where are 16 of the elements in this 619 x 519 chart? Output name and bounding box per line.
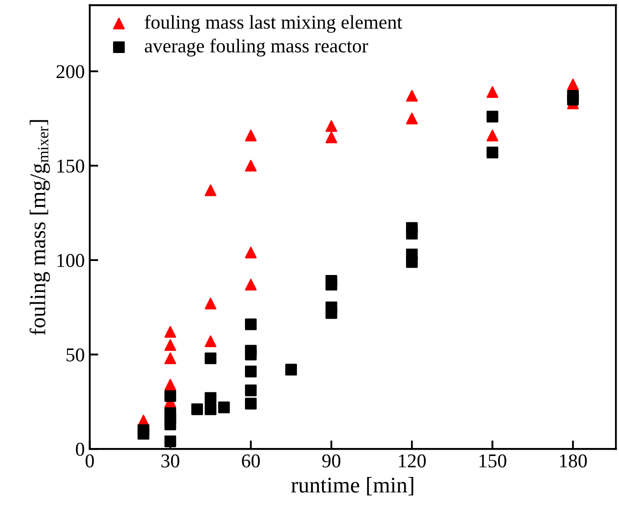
legend-label: average fouling mass reactor	[144, 38, 368, 57]
y-tick-label: 150	[57, 160, 84, 173]
y-tick-label: 100	[57, 254, 84, 268]
x-tick-label: 0	[86, 454, 94, 468]
x-tick-label: 30	[161, 454, 180, 468]
y-axis-title: fouling mass [mg/g$_{mixer}$]	[30, 120, 50, 336]
x-tick-label: 180	[560, 454, 587, 468]
x-tick-label: 120	[399, 454, 426, 468]
y-tick-label: 200	[56, 65, 84, 78]
y-tick-label: 50	[66, 348, 84, 362]
x-tick-label: 90	[322, 454, 340, 468]
y-tick-label: 0	[76, 442, 84, 456]
x-tick-label: 60	[242, 454, 260, 468]
x-axis-title: runtime [min]	[291, 476, 414, 496]
legend-label: fouling mass last mixing element	[144, 14, 402, 33]
x-tick-label: 150	[480, 454, 506, 468]
